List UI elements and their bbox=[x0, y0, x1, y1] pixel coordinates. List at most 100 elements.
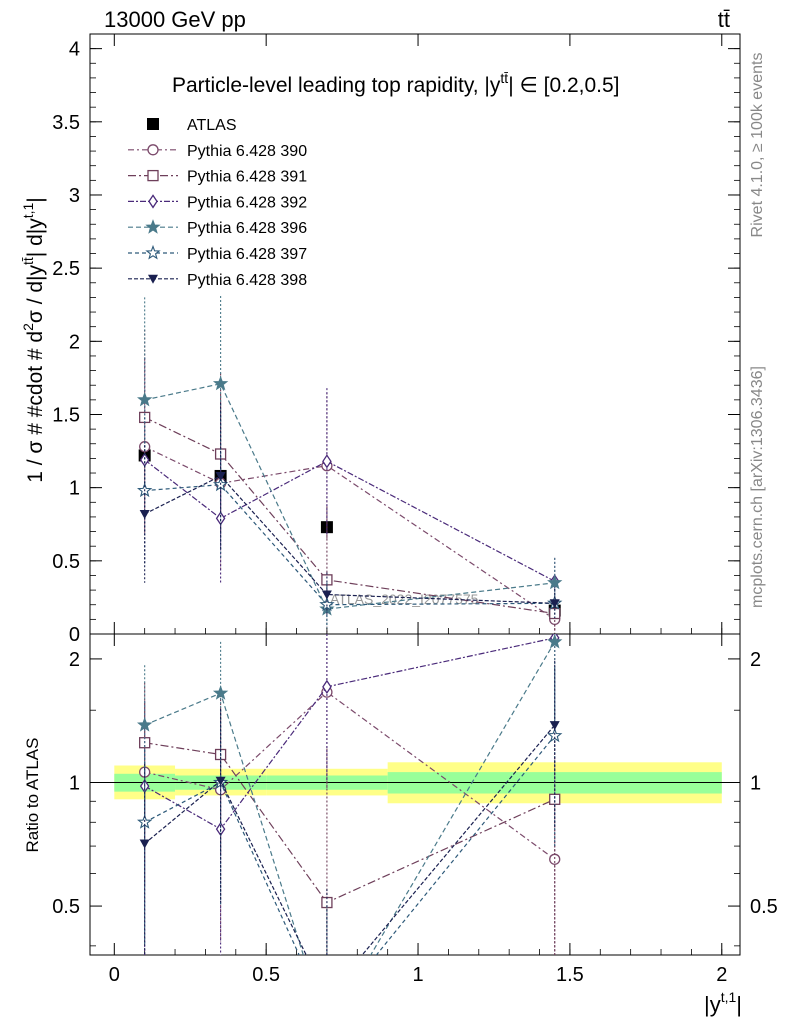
point-p392-2 bbox=[322, 454, 332, 469]
legend-marker-p398 bbox=[148, 274, 158, 284]
point-p398-3 bbox=[549, 721, 560, 731]
series-p398 bbox=[139, 660, 560, 955]
main-ytick-label-7: 4 bbox=[69, 39, 80, 61]
ratio-series-group bbox=[136, 634, 563, 955]
legend-label-p390: Pythia 6.428 390 bbox=[187, 143, 307, 160]
main-series-group bbox=[136, 295, 563, 634]
main-y-axis-label: 1 / σ # #cdot # d2σ / d|ytt̄| d|yt,1| bbox=[20, 197, 47, 483]
main-ytick-label-6: 3.5 bbox=[52, 112, 80, 134]
main-ytick-zero-label: 0 bbox=[69, 624, 80, 646]
legend-marker-atlas bbox=[147, 118, 159, 130]
legend-marker-p392 bbox=[148, 194, 158, 209]
point-p398-1 bbox=[215, 776, 226, 786]
plot-title-tail: | ∈ [0.2,0.5] bbox=[508, 74, 619, 97]
legend-label-p391: Pythia 6.428 391 bbox=[187, 169, 307, 186]
ratio-plot-panel: 0.5 0.5 1 1 2 2 0 0.5 1 1.5 2 Ratio to ATLAS |yt,1… bbox=[23, 628, 778, 1017]
point-p398-0 bbox=[139, 839, 150, 849]
legend-item-p390: Pythia 6.428 390 bbox=[128, 143, 307, 160]
y-axis-label-c: | d|y bbox=[24, 218, 47, 257]
main-ytick-label-0: 0.5 bbox=[52, 551, 80, 573]
legend-label-p397: Pythia 6.428 397 bbox=[187, 246, 307, 263]
ratio-ytick-label-right-2: 2 bbox=[750, 649, 761, 671]
legend-item-p392: Pythia 6.428 392 bbox=[128, 194, 307, 211]
energy-label: 13000 GeV pp bbox=[104, 7, 246, 32]
legend-item-atlas: ATLAS bbox=[147, 117, 237, 134]
ratio-series-clip bbox=[136, 634, 563, 955]
series-line-p391 bbox=[144, 416, 555, 615]
legend-marker-p396 bbox=[145, 219, 161, 234]
legend-label-p396: Pythia 6.428 396 bbox=[187, 220, 307, 237]
xtick-label-0: 0 bbox=[109, 964, 120, 986]
series-line-p390 bbox=[144, 691, 556, 860]
y-axis-label-b: σ / d|y bbox=[24, 264, 47, 323]
point-p392-2 bbox=[322, 679, 332, 695]
legend-item-p396: Pythia 6.428 396 bbox=[128, 219, 307, 237]
ratio-plot-frame bbox=[89, 633, 741, 956]
series-line-p397 bbox=[144, 484, 555, 606]
x-axis-label-tail: | bbox=[736, 992, 742, 1017]
main-ytick-label-5: 3 bbox=[69, 185, 80, 207]
series-line-p397 bbox=[144, 735, 556, 955]
mcplots-label: mcplots.cern.ch [arXiv:1306.3436] bbox=[749, 366, 766, 608]
plot-title-sup: tt̄ bbox=[500, 70, 508, 86]
point-p396-0 bbox=[136, 391, 153, 407]
main-ytick-label-2: 1.5 bbox=[52, 404, 80, 426]
main-y-ticks: 0.5 1 1.5 2 2.5 3 3.5 4 bbox=[52, 34, 740, 634]
legend-item-p391: Pythia 6.428 391 bbox=[128, 169, 307, 186]
series-line-p392 bbox=[144, 637, 555, 830]
y-axis-label-sup2: tt̄ bbox=[20, 257, 36, 265]
y-axis-label-sup3: t,1 bbox=[20, 202, 36, 218]
main-plot-panel: 0.5 1 1.5 2 2.5 3 3.5 4 0 ATLAS_2022_I2077575 P… bbox=[20, 33, 741, 646]
ratio-ytick-label-1: 1 bbox=[69, 772, 80, 794]
plot-title-main: Particle-level leading top rapidity, |y bbox=[172, 74, 501, 97]
rivet-label: Rivet 4.1.0, ≥ 100k events bbox=[749, 53, 766, 238]
series-line-p391 bbox=[144, 742, 555, 904]
main-ytick-label-3: 2 bbox=[69, 331, 80, 353]
ratio-ytick-label-2: 2 bbox=[69, 649, 80, 671]
y-axis-label-d: | bbox=[24, 197, 47, 202]
legend-item-p397: Pythia 6.428 397 bbox=[128, 244, 307, 263]
series-line-p398 bbox=[144, 475, 555, 604]
point-p396-1 bbox=[212, 685, 229, 700]
legend-marker-p390 bbox=[147, 144, 159, 156]
ratio-band bbox=[90, 762, 740, 804]
point-p397-2 bbox=[319, 596, 335, 612]
point-p396-3 bbox=[547, 574, 563, 590]
point-p398-0 bbox=[139, 510, 150, 519]
series-line-p396 bbox=[144, 383, 555, 610]
series-p396 bbox=[136, 634, 563, 955]
y-axis-label-sup1: 2 bbox=[20, 323, 36, 331]
xtick-label-2: 1 bbox=[412, 964, 423, 986]
legend-label-p398: Pythia 6.428 398 bbox=[187, 272, 307, 289]
point-p398-1 bbox=[215, 471, 226, 481]
legend-item-p398: Pythia 6.428 398 bbox=[128, 272, 307, 289]
point-p396-3 bbox=[547, 634, 563, 649]
x-axis-label-sup: t,1 bbox=[721, 989, 737, 1005]
xtick-label-1: 0.5 bbox=[252, 964, 280, 986]
x-axis-label-main: |y bbox=[704, 992, 721, 1017]
series-p397 bbox=[136, 668, 563, 955]
main-ytick-label-4: 2.5 bbox=[52, 258, 80, 280]
point-p391-3 bbox=[549, 793, 561, 805]
ratio-y-axis-label: Ratio to ATLAS bbox=[23, 738, 42, 853]
process-label: tt̄ bbox=[718, 7, 730, 32]
ratio-ticks: 0.5 0.5 1 1 2 2 0 0.5 1 1.5 2 bbox=[52, 628, 778, 986]
series-line-p390 bbox=[144, 446, 556, 620]
series-line-p396 bbox=[144, 641, 556, 955]
legend: ATLAS Pythia 6.428 390 Pythia 6.428 391 Pyt… bbox=[128, 117, 307, 289]
legend-label-atlas: ATLAS bbox=[187, 117, 237, 134]
point-p392-1 bbox=[215, 511, 226, 526]
point-p398-2 bbox=[321, 590, 332, 600]
ratio-ytick-label-right-1: 1 bbox=[750, 772, 761, 794]
xtick-label-3: 1.5 bbox=[556, 964, 584, 986]
plot-title: Particle-level leading top rapidity, |yt… bbox=[172, 70, 620, 97]
series-line-p398 bbox=[144, 724, 556, 955]
legend-marker-p397 bbox=[145, 244, 161, 260]
legend-marker-p391 bbox=[147, 169, 159, 182]
watermark: ATLAS_2022_I2077575 bbox=[330, 591, 479, 607]
ratio-ytick-label-right-0: 0.5 bbox=[750, 896, 778, 918]
y-axis-label-a: 1 / σ # #cdot # d bbox=[24, 331, 47, 483]
xtick-label-4: 2 bbox=[716, 964, 727, 986]
legend-label-p392: Pythia 6.428 392 bbox=[187, 194, 307, 211]
